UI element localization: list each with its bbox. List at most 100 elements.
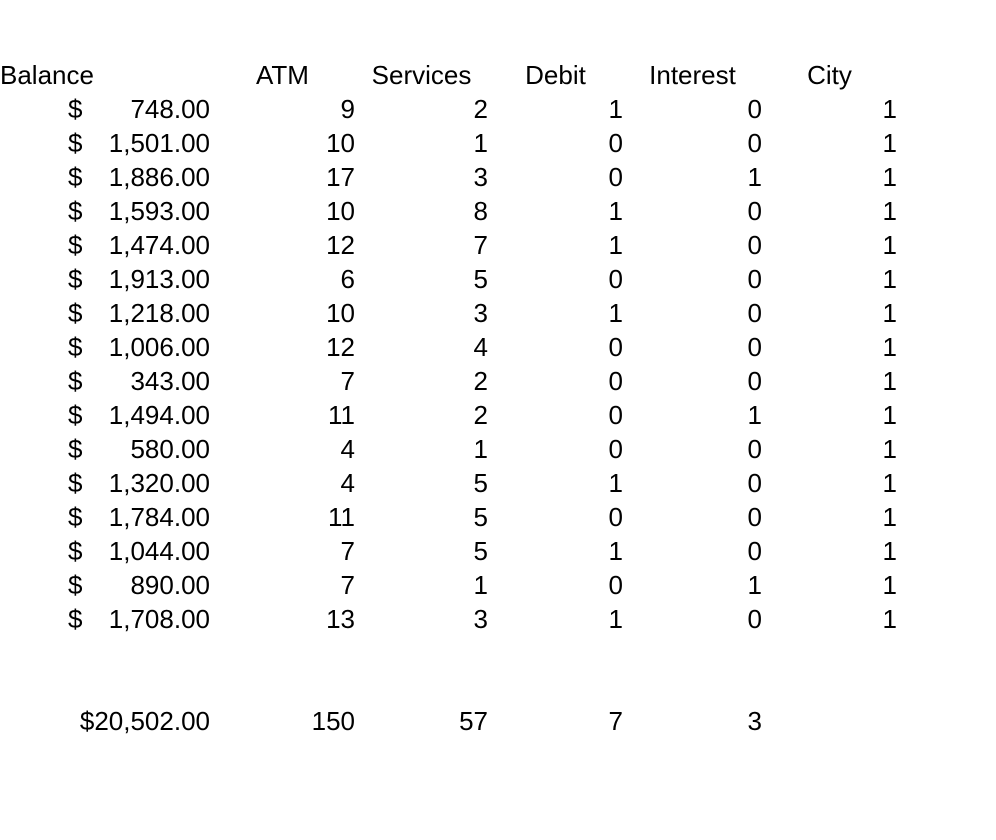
- cell-extra: [897, 364, 996, 398]
- currency-symbol: $: [68, 332, 83, 362]
- cell-services: 2: [473, 400, 488, 430]
- cell-city: 1: [882, 298, 897, 328]
- cell-extra: [897, 398, 996, 432]
- cell-extra: [897, 568, 996, 602]
- cell-debit: 0: [608, 366, 623, 396]
- cell-debit: 0: [608, 128, 623, 158]
- cell-interest: 0: [747, 128, 762, 158]
- cell-city: 1: [882, 230, 897, 260]
- cell-extra: [897, 602, 996, 636]
- column-header-debit: Debit: [525, 60, 586, 90]
- cell-interest: 1: [747, 570, 762, 600]
- cell-city: 1: [882, 434, 897, 464]
- total-balance: $20,502.00: [79, 706, 210, 736]
- cell-debit: 1: [608, 536, 623, 566]
- cell-extra: [897, 228, 996, 262]
- cell-balance: $1,784.00: [0, 500, 210, 534]
- cell-balance: $580.00: [0, 432, 210, 466]
- balance-amount: 1,913.00: [108, 264, 210, 294]
- spacer-cell: [488, 636, 623, 704]
- currency-symbol: $: [68, 128, 83, 158]
- table-row: $748.00 9 2 1 0 1: [0, 92, 996, 126]
- cell-extra: [897, 296, 996, 330]
- cell-debit: 1: [608, 468, 623, 498]
- cell-atm: 4: [340, 468, 355, 498]
- total-debit: 7: [608, 706, 623, 736]
- balance-amount: 343.00: [130, 366, 210, 396]
- cell-interest: 0: [747, 196, 762, 226]
- cell-extra: [897, 194, 996, 228]
- cell-extra: [897, 466, 996, 500]
- table-row: $1,913.00 6 5 0 0 1: [0, 262, 996, 296]
- balance-amount: 1,501.00: [108, 128, 210, 158]
- cell-interest: 0: [747, 468, 762, 498]
- cell-debit: 0: [608, 162, 623, 192]
- total-services: 57: [459, 706, 488, 736]
- cell-city: 1: [882, 400, 897, 430]
- cell-atm: 13: [326, 604, 355, 634]
- spacer-cell: [762, 636, 897, 704]
- cell-extra: [897, 534, 996, 568]
- column-header-interest: Interest: [649, 60, 736, 90]
- column-header-balance: Balance: [0, 60, 94, 90]
- cell-debit: 1: [608, 230, 623, 260]
- table-row: $1,006.00 12 4 0 0 1: [0, 330, 996, 364]
- balance-amount: 1,218.00: [108, 298, 210, 328]
- cell-interest: 0: [747, 502, 762, 532]
- balance-amount: 1,474.00: [108, 230, 210, 260]
- currency-symbol: $: [68, 230, 83, 260]
- cell-interest: 0: [747, 434, 762, 464]
- cell-balance: $1,913.00: [0, 262, 210, 296]
- cell-atm: 11: [328, 400, 355, 430]
- cell-atm: 7: [340, 536, 355, 566]
- cell-atm: 10: [326, 196, 355, 226]
- cell-city: 1: [882, 94, 897, 124]
- cell-debit: 1: [608, 298, 623, 328]
- currency-symbol: $: [68, 196, 83, 226]
- total-city: [762, 704, 897, 738]
- table-body: $748.00 9 2 1 0 1 $1,501.00 10 1 0 0 1 $1,886.00 17 3 0…: [0, 92, 996, 636]
- cell-interest: 0: [747, 604, 762, 634]
- cell-balance: $343.00: [0, 364, 210, 398]
- cell-balance: $1,494.00: [0, 398, 210, 432]
- cell-services: 5: [473, 502, 488, 532]
- cell-debit: 0: [608, 502, 623, 532]
- balance-table: Balance ATM Services Debit Interest City…: [0, 58, 996, 738]
- table-row: $1,494.00 11 2 0 1 1: [0, 398, 996, 432]
- cell-services: 7: [473, 230, 488, 260]
- balance-amount: 1,784.00: [108, 502, 210, 532]
- cell-atm: 12: [326, 332, 355, 362]
- cell-balance: $1,474.00: [0, 228, 210, 262]
- cell-interest: 0: [747, 332, 762, 362]
- cell-balance: $890.00: [0, 568, 210, 602]
- cell-atm: 4: [340, 434, 355, 464]
- cell-atm: 12: [326, 230, 355, 260]
- cell-city: 1: [882, 162, 897, 192]
- cell-atm: 7: [340, 570, 355, 600]
- cell-services: 8: [473, 196, 488, 226]
- currency-symbol: $: [68, 298, 83, 328]
- cell-debit: 0: [608, 434, 623, 464]
- cell-atm: 10: [326, 298, 355, 328]
- total-atm: 150: [311, 706, 355, 736]
- total-extra: [897, 704, 996, 738]
- currency-symbol: $: [68, 264, 83, 294]
- currency-symbol: $: [68, 400, 83, 430]
- currency-symbol: $: [68, 366, 83, 396]
- currency-symbol: $: [68, 604, 83, 634]
- table-row: $1,784.00 11 5 0 0 1: [0, 500, 996, 534]
- cell-balance: $1,320.00: [0, 466, 210, 500]
- cell-debit: 0: [608, 332, 623, 362]
- cell-atm: 7: [340, 366, 355, 396]
- table-row: $1,886.00 17 3 0 1 1: [0, 160, 996, 194]
- cell-atm: 9: [340, 94, 355, 124]
- balance-amount: 1,044.00: [108, 536, 210, 566]
- currency-symbol: $: [68, 162, 83, 192]
- cell-debit: 0: [608, 400, 623, 430]
- table-header: Balance ATM Services Debit Interest City: [0, 58, 996, 92]
- column-header-atm: ATM: [256, 60, 309, 90]
- table-row: $1,044.00 7 5 1 0 1: [0, 534, 996, 568]
- cell-balance: $1,593.00: [0, 194, 210, 228]
- table-row: $1,593.00 10 8 1 0 1: [0, 194, 996, 228]
